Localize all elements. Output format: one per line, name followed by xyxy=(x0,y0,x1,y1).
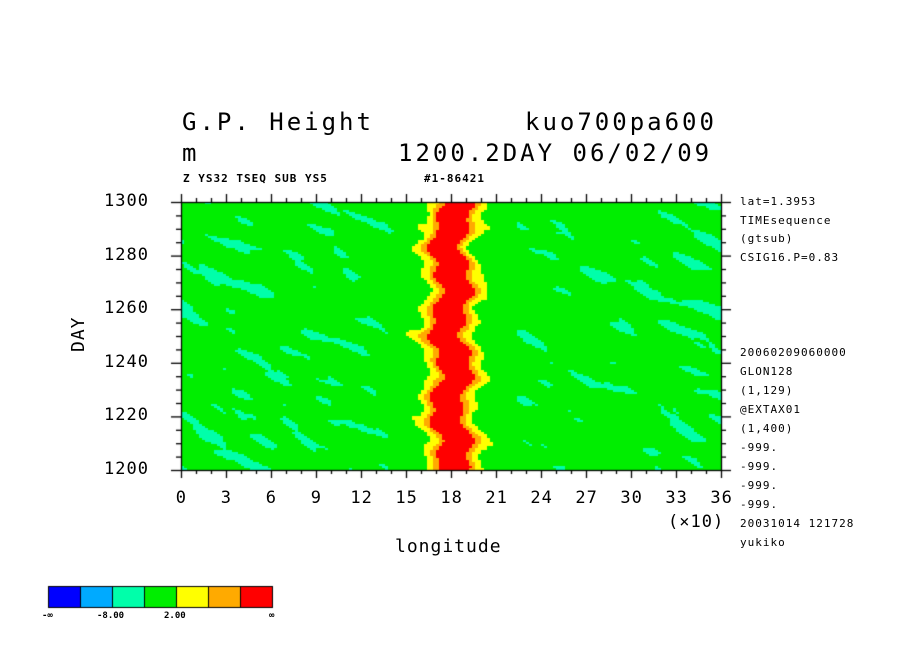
x-tick-label: 0 xyxy=(175,488,187,508)
units-label: m xyxy=(182,139,200,167)
x-tick-label: 12 xyxy=(350,488,373,508)
x-tick-label: 27 xyxy=(575,488,598,508)
y-tick-label: 1260 xyxy=(104,298,149,319)
metadata-line: 20060209060000 xyxy=(740,346,847,359)
run-name: kuo700pa600 xyxy=(525,108,717,136)
x-tick-label: 3 xyxy=(220,488,232,508)
x-axis-label: longitude xyxy=(395,536,502,557)
colorbar-label: ∞ xyxy=(269,611,275,621)
metadata-line: yukiko xyxy=(740,536,786,549)
metadata-line: -999. xyxy=(740,498,779,511)
metadata-line: (gtsub) xyxy=(740,232,794,245)
time-label: 1200.2DAY 06/02/09 xyxy=(398,139,713,167)
x-tick-label: 33 xyxy=(665,488,688,508)
metadata-line: -999. xyxy=(740,479,779,492)
metadata-line: TIMEsequence xyxy=(740,213,832,227)
metadata-line: (1,129) xyxy=(740,384,794,397)
x-tick-label: 21 xyxy=(485,488,508,508)
x-tick-label: 30 xyxy=(620,488,643,508)
subtitle: Z YS32 TSEQ SUB YS5 xyxy=(183,172,328,185)
run-id: #1-86421 xyxy=(424,172,485,185)
x-tick-label: 24 xyxy=(530,488,553,508)
metadata-line: -999. xyxy=(740,460,779,473)
colorbar-label: -8.00 xyxy=(97,611,125,621)
metadata-line: CSIG16.P=0.83 xyxy=(740,250,840,264)
y-tick-label: 1240 xyxy=(104,351,149,372)
metadata-line: (1,400) xyxy=(740,422,794,435)
chart-title: G.P. Height xyxy=(182,108,374,136)
y-tick-label: 1220 xyxy=(104,405,149,426)
x-tick-label: 36 xyxy=(710,488,733,508)
colorbar-label: 2.00 xyxy=(164,611,186,621)
y-axis-label: DAY xyxy=(68,316,89,352)
x-tick-label: 15 xyxy=(395,488,418,508)
x-tick-label: 18 xyxy=(440,488,463,508)
y-tick-label: 1280 xyxy=(104,244,149,265)
colorbar-label: -∞ xyxy=(42,611,53,621)
metadata-line: GLON128 xyxy=(740,365,794,378)
x-multiplier-label: (×10) xyxy=(668,512,725,532)
y-tick-label: 1300 xyxy=(104,191,149,211)
metadata-line: 20031014 121728 xyxy=(740,517,855,530)
x-tick-label: 9 xyxy=(310,488,322,508)
metadata-line: -999. xyxy=(740,441,779,454)
y-tick-label: 1200 xyxy=(104,459,149,479)
x-tick-label: 6 xyxy=(265,488,277,508)
metadata-line: @EXTAX01 xyxy=(740,403,801,416)
metadata-line: lat=1.3953 xyxy=(740,195,817,208)
